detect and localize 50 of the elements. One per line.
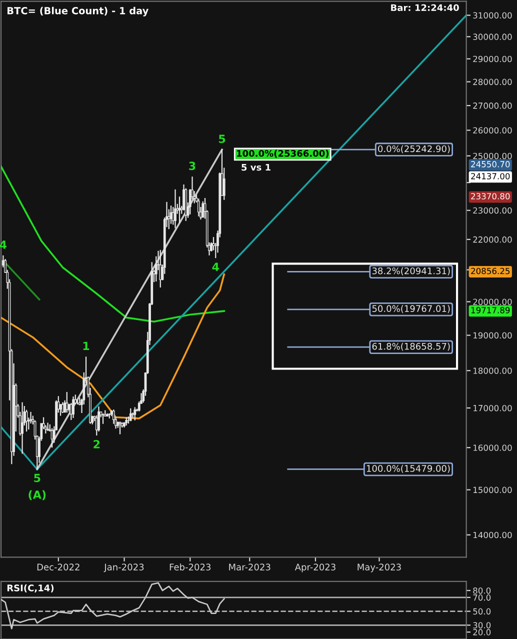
y-tick-label: 20000.00 — [473, 298, 512, 306]
annotation: 5 — [218, 134, 226, 144]
y-tick-label: 17000.00 — [474, 404, 512, 412]
y-tick-label: 29000.00 — [473, 56, 512, 62]
y-tick-label: 18000.00 — [474, 368, 512, 374]
chart-title: RSI(C,14) — [7, 584, 54, 593]
annotation: 3 — [189, 162, 196, 170]
ref-line-label: 0.0%(25242.90) — [378, 145, 450, 154]
y-tick-label: 20.0 — [473, 629, 491, 636]
x-tick-label: Feb-2023 — [170, 563, 211, 570]
annotation: 4 — [212, 262, 219, 271]
ref-line-label: 38.2%(20941.31) — [372, 267, 450, 276]
text: 19717.89 — [471, 307, 510, 314]
y-tick-label: 31000.00 — [473, 12, 512, 19]
y-tick-label: 25000.00 — [473, 152, 512, 160]
annotation: 4 — [0, 240, 7, 249]
annotation: 100.0%(25366.00) — [237, 150, 328, 158]
y-tick-label: 14000.00 — [474, 532, 512, 538]
annotation: (A) — [28, 490, 46, 500]
ref-line-label: 50.0%(19767.01) — [372, 305, 450, 314]
y-tick-label: 15000.00 — [474, 486, 512, 494]
annotation: 5 — [34, 474, 40, 482]
ref-line-label: 100.0%(15479.00) — [366, 464, 450, 473]
y-tick-label: 70.0 — [473, 594, 491, 601]
y-tick-label: 27000.00 — [473, 102, 512, 109]
y-tick-label: 28000.00 — [473, 78, 512, 86]
text: 23370.80 — [471, 193, 510, 200]
annotation: 1 — [83, 342, 90, 350]
y-tick-label: 30000.00 — [473, 34, 512, 40]
text: BTC= (Blue Count) - 1 day — [8, 6, 148, 16]
text: 24550.70 — [471, 161, 510, 168]
y-tick-label: 30.0 — [473, 622, 491, 628]
text: 24137.00 — [471, 173, 510, 180]
y-tick-label: 26000.00 — [473, 127, 512, 134]
ref-line-label: 61.8%(18658.57) — [372, 342, 450, 351]
y-tick-label: 80.0 — [473, 587, 491, 594]
x-tick-label: May-2023 — [358, 564, 401, 572]
x-tick-label: Jan-2023 — [104, 564, 144, 572]
text: 20856.25 — [471, 268, 510, 274]
y-tick-label: 16000.00 — [474, 444, 512, 451]
y-tick-label: 22000.00 — [473, 236, 512, 243]
x-tick-label: Apr-2023 — [294, 564, 336, 572]
annotation: Bar: 12:24:40 — [391, 4, 459, 12]
y-tick-label: 23000.00 — [473, 207, 512, 214]
annotation: 5 vs 1 — [242, 164, 270, 171]
x-tick-label: Mar-2023 — [229, 564, 270, 570]
y-tick-label: 19000.00 — [474, 332, 512, 339]
annotation: 2 — [94, 440, 100, 448]
y-tick-label: 50.0 — [473, 608, 491, 615]
x-tick-label: Dec-2022 — [37, 564, 80, 570]
